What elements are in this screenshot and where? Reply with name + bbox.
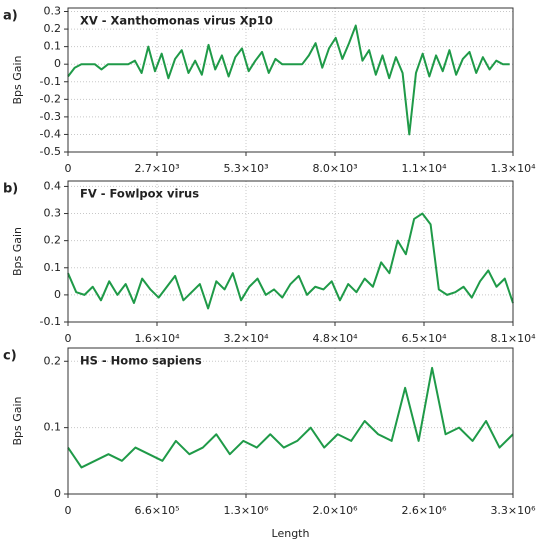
y-axis-label: Bps Gain — [11, 55, 24, 104]
y-tick-label: 0.1 — [44, 421, 62, 434]
plot-frame — [67, 347, 514, 495]
y-tick-label: 0.2 — [44, 354, 62, 367]
y-tick-label: -0.5 — [40, 145, 61, 158]
y-tick-label: 0 — [54, 487, 61, 500]
x-tick-label: 0 — [65, 162, 72, 175]
x-tick-label: 0 — [65, 504, 72, 517]
plot-frame — [67, 7, 514, 153]
y-axis-label: Bps Gain — [11, 227, 24, 276]
x-tick-label: 5.3×10³ — [223, 162, 268, 175]
x-tick-label: 6.6×10⁵ — [134, 504, 179, 517]
y-tick-label: 0.3 — [44, 207, 62, 220]
y-axis-label: Bps Gain — [11, 396, 24, 445]
x-tick-label: 2.0×10⁶ — [312, 504, 358, 517]
x-tick-label: 6.5×10⁴ — [401, 332, 447, 345]
plot-frame — [67, 180, 514, 323]
panel-title: HS - Homo sapiens — [80, 354, 202, 368]
x-tick-label: 8.1×10⁴ — [490, 332, 536, 345]
y-tick-label: 0.4 — [44, 179, 62, 192]
y-tick-label: 0.2 — [44, 22, 62, 35]
y-tick-label: -0.1 — [40, 315, 61, 328]
x-tick-label: 0 — [65, 332, 72, 345]
y-tick-label: -0.3 — [40, 110, 61, 123]
x-tick-label: 1.3×10⁴ — [490, 162, 536, 175]
x-tick-label: 1.3×10⁶ — [223, 504, 269, 517]
x-tick-label: 3.2×10⁴ — [223, 332, 269, 345]
x-tick-label: 2.7×10³ — [134, 162, 179, 175]
x-axis-label: Length — [272, 527, 310, 540]
x-tick-label: 8.0×10³ — [312, 162, 357, 175]
y-tick-label: -0.1 — [40, 75, 61, 88]
panel-title: FV - Fowlpox virus — [80, 187, 199, 201]
panel-label: c) — [3, 349, 17, 364]
data-line — [67, 212, 514, 310]
y-tick-label: 0.2 — [44, 234, 62, 247]
panel-label: a) — [3, 9, 18, 24]
data-line — [67, 366, 514, 469]
y-tick-label: 0.3 — [44, 5, 62, 18]
x-tick-label: 1.1×10⁴ — [401, 162, 447, 175]
y-tick-label: -0.2 — [40, 92, 61, 105]
y-tick-label: 0 — [54, 288, 61, 301]
y-tick-label: -0.4 — [40, 127, 61, 140]
y-tick-label: 0 — [54, 57, 61, 70]
x-tick-label: 2.6×10⁶ — [401, 504, 447, 517]
panel-title: XV - Xanthomonas virus Xp10 — [80, 14, 273, 28]
y-tick-label: 0.1 — [44, 261, 62, 274]
y-tick-label: 0.1 — [44, 40, 62, 53]
x-tick-label: 4.8×10⁴ — [312, 332, 358, 345]
x-tick-label: 3.3×10⁶ — [490, 504, 536, 517]
panel-label: b) — [3, 182, 18, 197]
data-line — [67, 24, 510, 136]
x-tick-label: 1.6×10⁴ — [134, 332, 180, 345]
